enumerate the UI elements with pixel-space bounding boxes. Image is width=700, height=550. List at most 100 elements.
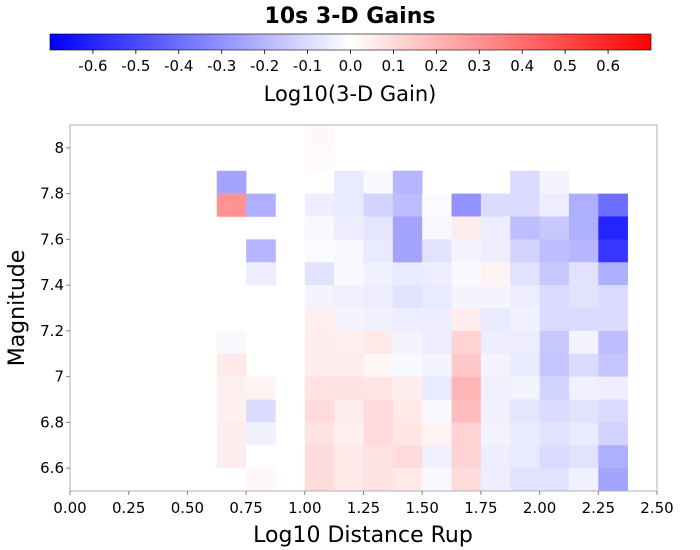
heatmap-cell bbox=[304, 193, 335, 217]
heatmap-cell bbox=[246, 468, 276, 492]
heatmap-cell bbox=[451, 239, 482, 263]
heatmap-cell bbox=[216, 445, 247, 469]
heatmap-cell bbox=[568, 399, 599, 423]
heatmap-cell bbox=[568, 193, 599, 217]
heatmap-cell bbox=[568, 262, 599, 286]
heatmap-cell bbox=[363, 445, 394, 469]
x-axis-label: Log10 Distance Rup bbox=[253, 523, 473, 548]
heatmap-cell bbox=[246, 422, 276, 446]
heatmap-cell bbox=[216, 376, 247, 400]
x-tick-label: 0.50 bbox=[171, 499, 204, 517]
heatmap-cell bbox=[480, 353, 511, 377]
x-tick-label: 1.50 bbox=[405, 499, 438, 517]
heatmap-cell bbox=[422, 353, 452, 377]
y-tick-label: 7.2 bbox=[40, 322, 64, 340]
heatmap-cell bbox=[480, 399, 511, 423]
heatmap-cell bbox=[392, 262, 423, 286]
heatmap-cell bbox=[422, 376, 452, 400]
heatmap-cell bbox=[334, 330, 364, 355]
heatmap-cell bbox=[334, 445, 364, 469]
heatmap-cell bbox=[392, 239, 423, 263]
heatmap-cell bbox=[304, 125, 335, 149]
heatmap-cell bbox=[246, 239, 276, 263]
heatmap-cell bbox=[334, 170, 364, 194]
x-axis-ticks: 0.00 0.25 0.50 0.75 1.00 1.25 1.50 1.75 2.00 2.25… bbox=[53, 491, 674, 517]
heatmap-cell bbox=[216, 193, 247, 217]
x-tick-label: 1.75 bbox=[464, 499, 497, 517]
heatmap-cell bbox=[510, 216, 540, 240]
heatmap-cell bbox=[304, 239, 335, 263]
heatmap-cell bbox=[480, 422, 511, 446]
colorbar-tick-label: -0.2 bbox=[250, 57, 279, 75]
heatmap-cell bbox=[363, 353, 394, 377]
heatmap-cell bbox=[363, 170, 394, 194]
heatmap-cell bbox=[392, 468, 423, 492]
colorbar-tick-label: -0.1 bbox=[293, 57, 322, 75]
heatmap-cell bbox=[598, 422, 628, 446]
chart-title: 10s 3-D Gains bbox=[265, 4, 436, 29]
y-tick-label: 7 bbox=[54, 368, 64, 386]
heatmap-cell bbox=[480, 308, 511, 332]
heatmap-cell bbox=[510, 468, 540, 492]
heatmap-cell bbox=[392, 445, 423, 469]
heatmap-cell bbox=[246, 262, 276, 286]
heatmap-cell bbox=[422, 330, 452, 355]
heatmap-cell bbox=[568, 468, 599, 492]
heatmap-cell bbox=[539, 330, 570, 355]
heatmap-cell bbox=[363, 193, 394, 217]
heatmap-cell bbox=[539, 216, 570, 240]
x-tick-label: 1.00 bbox=[288, 499, 321, 517]
x-tick-label: 2.50 bbox=[640, 499, 673, 517]
heatmap-cell bbox=[480, 468, 511, 492]
heatmap-cell bbox=[598, 216, 628, 240]
heatmap-cell bbox=[598, 376, 628, 400]
heatmap-cell bbox=[304, 285, 335, 309]
colorbar-tick-label: 0.3 bbox=[467, 57, 491, 75]
heatmap-cell bbox=[480, 193, 511, 217]
heatmap-cell bbox=[304, 445, 335, 469]
heatmap-cell bbox=[510, 376, 540, 400]
y-tick-label: 6.8 bbox=[40, 413, 64, 431]
heatmap-cell bbox=[598, 468, 628, 492]
heatmap-cell bbox=[363, 330, 394, 355]
colorbar-tick-label: -0.6 bbox=[78, 57, 107, 75]
heatmap-cell bbox=[451, 193, 482, 217]
heatmap-cell bbox=[304, 262, 335, 286]
heatmap-cell bbox=[422, 239, 452, 263]
y-axis-label: Magnitude bbox=[5, 250, 30, 367]
colorbar bbox=[49, 33, 652, 51]
x-tick-label: 2.25 bbox=[582, 499, 615, 517]
heatmap-cell bbox=[568, 422, 599, 446]
heatmap-cell bbox=[304, 353, 335, 377]
heatmap-cell bbox=[363, 422, 394, 446]
heatmap-cell bbox=[539, 376, 570, 400]
heatmap-cell bbox=[422, 399, 452, 423]
heatmap-cell bbox=[451, 376, 482, 400]
y-tick-label: 7.6 bbox=[40, 230, 64, 248]
heatmap-cell bbox=[334, 308, 364, 332]
y-axis-ticks: 6.6 6.8 7 7.2 7.4 7.6 7.8 8 bbox=[40, 139, 70, 477]
heatmap-cell bbox=[216, 330, 247, 355]
colorbar-tick-label: 0.1 bbox=[381, 57, 405, 75]
colorbar-ticks: -0.6 -0.5 -0.4 -0.3 -0.2 -0.1 0.0 0.1 0.2 0.3 0.4 0… bbox=[78, 50, 620, 75]
heatmap-cell bbox=[246, 193, 276, 217]
heatmap-cell bbox=[304, 376, 335, 400]
heatmap-cell bbox=[422, 262, 452, 286]
heatmap-cell bbox=[246, 376, 276, 400]
heatmap-cell bbox=[304, 330, 335, 355]
heatmap-cell bbox=[334, 216, 364, 240]
heatmap-cell bbox=[422, 308, 452, 332]
heatmap-cell bbox=[568, 285, 599, 309]
heatmap-cell bbox=[422, 285, 452, 309]
heatmap-cell bbox=[216, 170, 247, 194]
heatmap-cell bbox=[510, 330, 540, 355]
heatmap-cell bbox=[598, 285, 628, 309]
y-tick-label: 8 bbox=[54, 139, 64, 157]
heatmap-cell bbox=[363, 216, 394, 240]
heatmap-cell bbox=[510, 399, 540, 423]
heatmap-cells bbox=[216, 125, 628, 492]
heatmap-cell bbox=[510, 262, 540, 286]
heatmap-cell bbox=[363, 376, 394, 400]
heatmap-cell bbox=[539, 468, 570, 492]
heatmap-cell bbox=[539, 170, 570, 194]
